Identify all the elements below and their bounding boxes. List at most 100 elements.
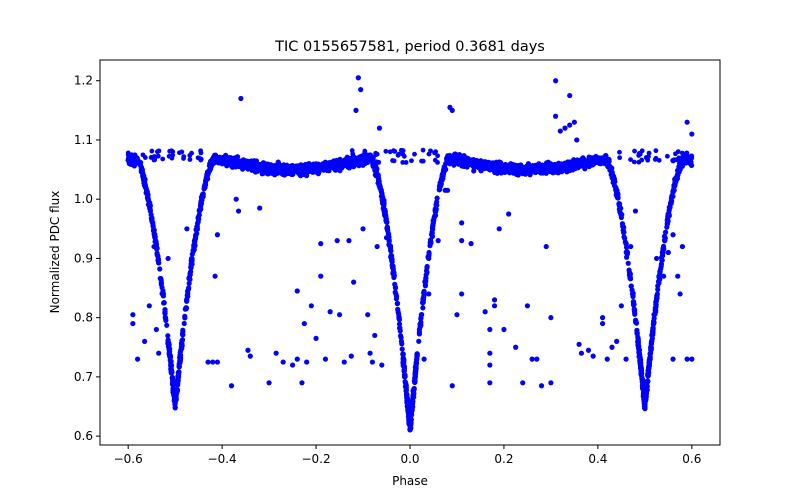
data-point	[449, 153, 456, 159]
data-point	[408, 425, 414, 431]
outlier-point	[351, 279, 357, 285]
outlier-point	[578, 350, 585, 356]
outlier-point	[574, 137, 580, 143]
data-point	[378, 193, 385, 199]
outlier-point	[567, 92, 573, 99]
data-point	[414, 353, 420, 360]
data-point	[642, 404, 648, 410]
data-point	[664, 153, 670, 159]
data-point	[180, 329, 186, 335]
outlier-point	[327, 309, 333, 315]
y-tick-label: 1.1	[74, 133, 93, 147]
data-point	[397, 325, 403, 331]
data-point	[646, 150, 652, 156]
outlier-point	[585, 347, 592, 353]
outlier-point	[341, 359, 347, 365]
data-point	[378, 187, 384, 193]
data-point	[688, 153, 694, 159]
outlier-point	[426, 291, 432, 297]
outlier-point	[684, 356, 690, 362]
data-point	[217, 155, 223, 161]
outlier-point	[628, 243, 634, 250]
data-point	[170, 374, 176, 381]
data-point	[169, 148, 174, 154]
data-point	[376, 160, 382, 165]
data-point	[334, 164, 340, 170]
data-point	[529, 165, 535, 172]
outlier-point	[165, 255, 171, 262]
data-point	[158, 280, 164, 286]
outlier-point	[677, 291, 683, 297]
data-point	[155, 256, 161, 262]
data-point	[621, 224, 627, 231]
data-point	[148, 212, 154, 218]
data-point	[404, 392, 410, 398]
outlier-point	[491, 303, 498, 309]
data-point	[669, 192, 675, 199]
data-point	[393, 291, 399, 297]
outlier-point	[247, 353, 253, 359]
data-point	[432, 213, 438, 219]
y-axis-ticks: 0.6 0.7 0.8 0.9 1.0 1.1 1.2	[74, 74, 100, 443]
data-point	[394, 301, 400, 307]
outlier-point	[383, 235, 390, 241]
outlier-point	[365, 312, 371, 318]
outlier-point	[360, 226, 366, 232]
data-point	[372, 172, 378, 178]
outlier-point	[245, 347, 251, 353]
outlier-point	[379, 362, 385, 368]
data-point	[135, 159, 141, 165]
outlier-point	[670, 356, 676, 362]
outlier-point	[599, 315, 606, 321]
y-tick-label: 0.7	[74, 370, 93, 384]
data-point	[381, 197, 387, 204]
data-point	[410, 394, 416, 400]
data-point	[151, 157, 157, 163]
outlier-point	[590, 353, 596, 359]
data-point	[436, 186, 443, 193]
data-point	[125, 152, 131, 158]
data-point	[176, 369, 182, 375]
data-point	[635, 338, 641, 344]
data-point	[127, 159, 133, 164]
outlier-point	[146, 303, 152, 309]
outlier-point	[548, 315, 554, 321]
data-point	[322, 159, 328, 165]
data-point	[652, 311, 658, 317]
outlier-point	[308, 303, 314, 309]
data-point	[637, 151, 643, 157]
data-point	[162, 310, 168, 317]
outlier-point	[618, 303, 624, 309]
outlier-point	[416, 326, 422, 333]
outlier-point	[571, 119, 577, 125]
data-point	[463, 155, 469, 161]
outlier-point	[529, 356, 535, 362]
data-point	[400, 359, 406, 365]
data-point	[426, 250, 432, 257]
outlier-point	[444, 187, 451, 193]
x-axis-ticks: −0.6 −0.4 −0.2 0.0 0.2 0.4 0.6	[114, 445, 701, 466]
data-point	[540, 169, 547, 175]
outlier-point	[134, 356, 141, 362]
outlier-point	[513, 344, 519, 350]
outlier-point	[273, 350, 279, 356]
data-point	[156, 148, 162, 154]
data-point	[385, 231, 391, 237]
data-point	[639, 376, 646, 383]
data-point	[429, 224, 436, 230]
data-point	[405, 402, 411, 408]
data-point	[388, 254, 394, 260]
data-point	[513, 164, 519, 170]
data-point	[622, 239, 628, 245]
data-point	[361, 157, 367, 164]
data-point	[147, 205, 153, 212]
outlier-point	[449, 107, 455, 113]
data-point	[374, 166, 380, 172]
data-point	[421, 292, 427, 299]
data-point	[648, 345, 654, 351]
data-point	[388, 248, 394, 254]
data-point	[402, 379, 408, 385]
data-point	[563, 167, 570, 173]
data-point	[459, 156, 465, 162]
